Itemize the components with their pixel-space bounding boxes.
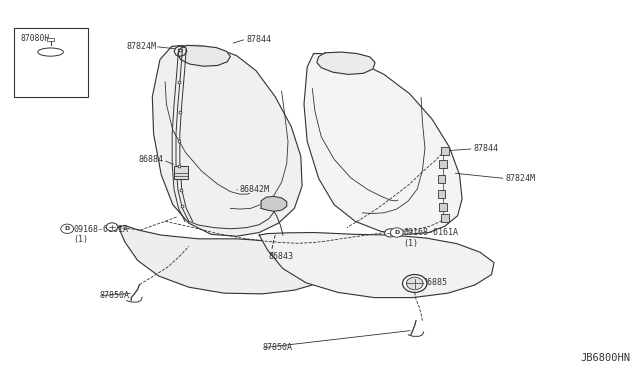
Ellipse shape — [390, 228, 403, 237]
Text: D: D — [394, 230, 399, 235]
Text: 87850A: 87850A — [262, 343, 292, 352]
Text: 86884: 86884 — [138, 155, 163, 164]
Text: 87824M: 87824M — [127, 42, 157, 51]
Polygon shape — [152, 45, 302, 236]
Text: 09168-6161A
(1): 09168-6161A (1) — [403, 228, 458, 248]
Text: 87844: 87844 — [246, 35, 271, 44]
Polygon shape — [261, 196, 287, 211]
Text: D: D — [65, 226, 70, 231]
Polygon shape — [317, 52, 375, 74]
Text: 09168-6161A
(1): 09168-6161A (1) — [74, 225, 129, 244]
Bar — [47, 38, 54, 41]
Text: 87850A: 87850A — [99, 291, 129, 300]
Ellipse shape — [403, 275, 427, 292]
Bar — [438, 190, 445, 198]
Polygon shape — [178, 45, 230, 66]
Ellipse shape — [38, 48, 63, 56]
Ellipse shape — [406, 277, 423, 290]
Bar — [14, 28, 88, 97]
Bar — [441, 147, 449, 155]
Bar — [439, 203, 447, 211]
Text: JB6800HN: JB6800HN — [580, 353, 630, 363]
Text: 86842M: 86842M — [240, 185, 270, 194]
Polygon shape — [259, 232, 494, 298]
Bar — [438, 175, 445, 183]
Text: 86885: 86885 — [422, 278, 447, 287]
Ellipse shape — [61, 224, 74, 234]
Ellipse shape — [385, 229, 396, 237]
Bar — [174, 166, 188, 179]
Ellipse shape — [106, 223, 118, 231]
Polygon shape — [304, 54, 462, 234]
Text: 87080H: 87080H — [20, 34, 50, 43]
Text: 87844: 87844 — [474, 144, 499, 153]
Bar — [441, 214, 449, 222]
Bar — [439, 160, 447, 168]
Text: 87824M: 87824M — [506, 174, 536, 183]
Text: 86843: 86843 — [269, 252, 294, 261]
Polygon shape — [118, 225, 333, 294]
